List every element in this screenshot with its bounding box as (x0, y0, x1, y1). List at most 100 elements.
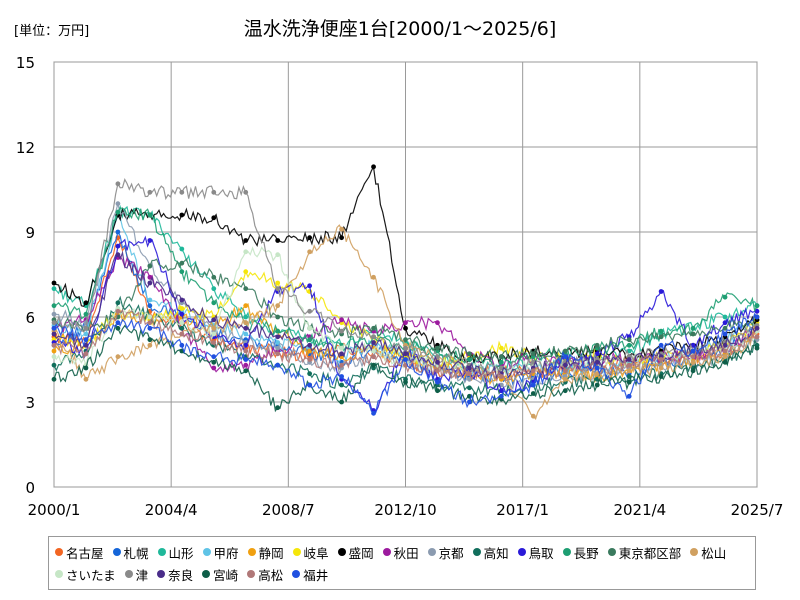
data-point (51, 331, 57, 337)
legend-item: 津 (124, 563, 148, 585)
data-point (498, 393, 504, 399)
data-point (243, 342, 249, 348)
data-point (51, 280, 57, 286)
data-point (275, 334, 281, 340)
data-point (211, 215, 217, 221)
data-point (147, 238, 153, 243)
data-point (307, 249, 313, 255)
data-point (594, 365, 600, 371)
data-point (115, 320, 121, 326)
data-point (626, 379, 632, 385)
data-point (339, 382, 344, 388)
data-point (754, 345, 760, 351)
legend-label: 松山 (701, 545, 727, 561)
legend-item: 松山 (690, 541, 726, 563)
legend-label: 宮崎 (213, 567, 239, 583)
data-point (115, 201, 121, 207)
data-point (403, 325, 408, 331)
data-point (51, 320, 57, 326)
data-point (147, 314, 153, 320)
data-point (403, 345, 408, 351)
data-point (435, 345, 440, 351)
data-point (147, 337, 153, 343)
data-point (179, 306, 185, 311)
data-point (690, 331, 696, 337)
data-point (498, 374, 504, 379)
legend-label: 名古屋 (66, 545, 104, 561)
data-point (307, 342, 313, 348)
data-point (115, 209, 121, 215)
data-point (690, 325, 696, 331)
legend-label: 高松 (258, 567, 284, 583)
data-point (275, 340, 281, 345)
data-point (115, 243, 121, 249)
data-point (243, 249, 249, 255)
data-point (243, 357, 249, 362)
legend-label: 盛岡 (348, 545, 374, 561)
data-point (339, 399, 344, 405)
data-point (243, 362, 249, 368)
data-point (371, 410, 376, 416)
data-point (211, 340, 217, 345)
data-point (722, 325, 728, 331)
legend-item: 長野 (562, 541, 599, 563)
data-point (51, 376, 57, 382)
data-point (562, 388, 568, 394)
data-point (498, 388, 504, 394)
legend-item: 名古屋 (55, 541, 104, 563)
data-point (371, 362, 376, 368)
legend-item: 甲府 (202, 541, 239, 563)
data-point (179, 212, 185, 218)
legend-label: 高知 (483, 545, 509, 561)
data-point (51, 362, 57, 368)
data-point (51, 348, 57, 354)
data-point (211, 359, 217, 365)
data-point (211, 365, 217, 371)
data-point (179, 260, 185, 266)
series-layer (51, 164, 760, 420)
unit-label: [単位：万円] (14, 24, 90, 39)
data-point (243, 238, 249, 243)
data-point (115, 325, 121, 331)
data-point (275, 314, 281, 320)
data-point (51, 325, 57, 331)
data-point (179, 342, 185, 348)
data-point (275, 286, 281, 292)
legend-item: 静岡 (247, 541, 284, 563)
data-point (722, 294, 728, 300)
data-point (403, 320, 408, 326)
data-point (467, 351, 472, 357)
data-point (530, 368, 536, 374)
legend-marker (292, 570, 301, 578)
data-point (51, 354, 57, 360)
legend-label: 東京都区部 (618, 545, 682, 561)
data-point (179, 269, 185, 275)
data-point (658, 334, 664, 340)
legend-marker (607, 548, 616, 556)
y-tick-label: 12 (16, 139, 35, 157)
data-point (307, 382, 313, 388)
data-point (115, 181, 121, 187)
data-point (307, 235, 313, 241)
series-14 (51, 224, 760, 420)
legend-marker (247, 548, 256, 556)
legend-item: 鳥取 (517, 541, 554, 563)
legend-label: 奈良 (168, 567, 194, 583)
data-point (115, 300, 121, 306)
legend-label: 山形 (168, 545, 194, 561)
data-point (530, 391, 536, 396)
data-point (562, 354, 568, 360)
data-point (275, 351, 281, 357)
data-point (722, 354, 728, 360)
legend-marker (472, 548, 481, 556)
data-point (339, 374, 344, 379)
legend-item: 高知 (472, 541, 509, 563)
data-point (307, 325, 313, 331)
legend-label: 長野 (573, 545, 599, 561)
data-point (243, 314, 249, 320)
data-point (179, 189, 185, 195)
x-tick-label: 2017/1 (496, 501, 549, 519)
data-point (498, 354, 504, 360)
data-point (754, 334, 760, 340)
